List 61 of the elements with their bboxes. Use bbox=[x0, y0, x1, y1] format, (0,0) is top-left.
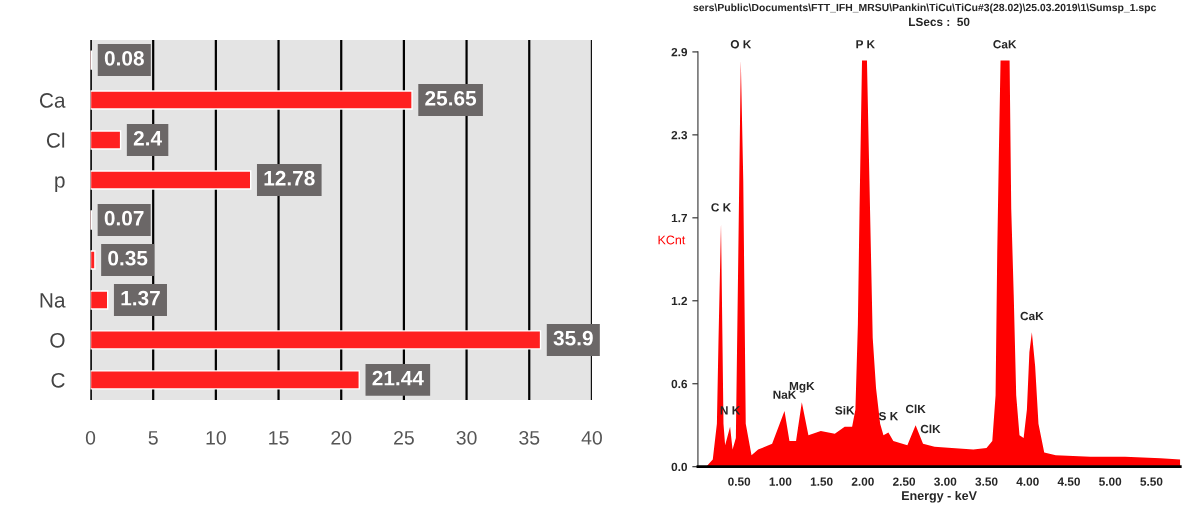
y-tick-label: p bbox=[55, 176, 65, 192]
annotation: CaK bbox=[1020, 311, 1044, 321]
data-label: 25.65 bbox=[425, 90, 477, 106]
x-tick-label: 1.50 bbox=[810, 477, 833, 486]
data-label: 0.08 bbox=[104, 50, 144, 66]
bar bbox=[90, 370, 360, 390]
y-tick-label: 1.7 bbox=[671, 213, 687, 223]
x-tick-label: 40 bbox=[581, 430, 602, 445]
x-axis-title: Energy - keV bbox=[902, 490, 977, 503]
chart-subtitle: LSecs : 50 bbox=[909, 17, 970, 27]
annotation: SiK bbox=[835, 405, 855, 415]
x-tick-label: 4.00 bbox=[1016, 477, 1039, 486]
x-tick-label: 5 bbox=[148, 431, 158, 445]
annotation: ClK bbox=[905, 404, 926, 414]
bar bbox=[90, 170, 252, 190]
y-tick-label: Na bbox=[40, 293, 66, 308]
x-tick-label: 5.50 bbox=[1140, 477, 1163, 486]
y-tick-label: 1.2 bbox=[671, 296, 688, 306]
x-tick-label: 0 bbox=[85, 430, 96, 445]
y-axis-title: KCnt bbox=[658, 235, 686, 245]
y-tick-label: C bbox=[51, 372, 65, 388]
annotation: C K bbox=[711, 203, 732, 212]
data-label: 12.78 bbox=[264, 170, 315, 186]
y-tick-label: 2.9 bbox=[671, 47, 688, 57]
x-tick-label: 5.00 bbox=[1099, 477, 1122, 486]
data-label: 35.9 bbox=[553, 330, 593, 346]
chart-title: sers\Public\Documents\FTT_IFH_MRSU\Pankin\TiCu\TiCu#3(28.02)\25.03.2019\1\Sumsp_1.spc bbox=[693, 3, 1157, 14]
x-tick-label: 35 bbox=[519, 430, 540, 445]
data-label: 0.07 bbox=[104, 210, 144, 226]
y-tick-label: Ca bbox=[39, 93, 66, 108]
x-tick-label: 30 bbox=[456, 430, 477, 445]
data-label: 2.4 bbox=[133, 130, 162, 146]
x-tick-label: 4.50 bbox=[1057, 477, 1080, 486]
data-label: 1.37 bbox=[121, 290, 160, 306]
x-tick-label: 2.00 bbox=[851, 477, 874, 486]
annotation: P K bbox=[856, 40, 875, 49]
annotation: O K bbox=[730, 40, 752, 49]
annotation: ClK bbox=[920, 424, 941, 434]
bar bbox=[90, 130, 122, 150]
y-tick-label: 2.3 bbox=[671, 130, 688, 140]
x-tick-label: 25 bbox=[394, 430, 414, 445]
x-tick-label: 0.50 bbox=[728, 477, 751, 486]
x-tick-label: 2.50 bbox=[892, 477, 916, 486]
x-tick-label: 3.50 bbox=[975, 477, 998, 486]
y-tick-label: Cl bbox=[46, 132, 65, 148]
bar bbox=[90, 90, 413, 110]
y-tick-label: O bbox=[50, 332, 65, 348]
bar bbox=[90, 250, 96, 270]
x-tick-label: 15 bbox=[269, 431, 289, 445]
y-tick-label: 0.0 bbox=[671, 462, 688, 472]
annotation: CaK bbox=[993, 40, 1017, 49]
x-tick-label: 3.00 bbox=[934, 477, 957, 486]
bar bbox=[90, 290, 109, 310]
y-tick-label: 0.6 bbox=[671, 379, 688, 389]
annotation: S K bbox=[878, 411, 899, 421]
data-label: 21.44 bbox=[372, 370, 424, 386]
x-tick-label: 20 bbox=[331, 430, 352, 445]
x-tick-label: 1.00 bbox=[769, 477, 792, 486]
bar bbox=[90, 330, 542, 350]
data-label: 0.35 bbox=[108, 250, 148, 266]
x-tick-label: 10 bbox=[206, 430, 226, 445]
